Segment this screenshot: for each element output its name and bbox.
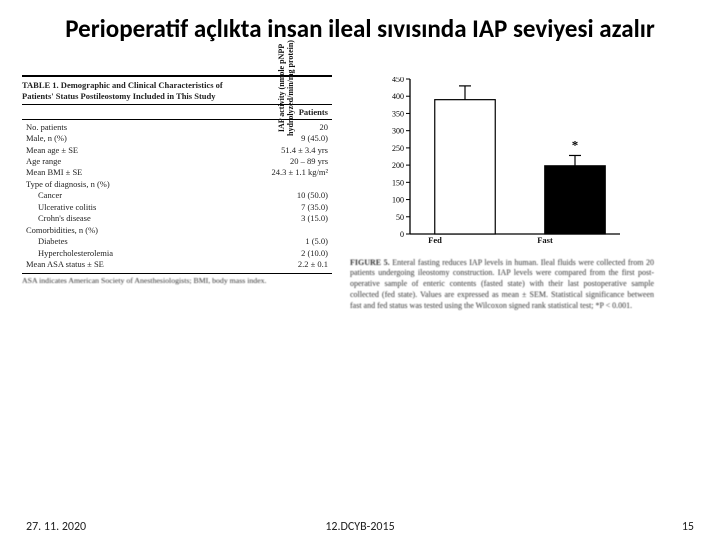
footer-page: 15 (471, 520, 694, 534)
ylabel-l2: hydrolyzed/min/mg protein) (286, 40, 295, 136)
row-label: Crohn's disease (26, 213, 91, 224)
svg-text:300: 300 (392, 126, 404, 135)
svg-text:350: 350 (392, 109, 404, 118)
row-label: Mean BMI ± SE (26, 167, 82, 178)
svg-text:200: 200 (392, 161, 404, 170)
table-row: Comorbidities, n (%) (22, 225, 332, 236)
table-row: Ulcerative colitis 7 (35.0) (22, 202, 332, 213)
row-label: Male, n (%) (26, 133, 67, 144)
row-value: 24.3 ± 1.1 kg/m² (271, 167, 328, 178)
row-label: Cancer (26, 190, 62, 201)
row-value: 20 (320, 122, 329, 133)
table-row: Crohn's disease 3 (15.0) (22, 213, 332, 224)
table-footnote: ASA indicates American Society of Anesth… (22, 274, 332, 287)
row-value: 3 (15.0) (301, 213, 328, 224)
row-label: Comorbidities, n (%) (26, 225, 98, 236)
svg-text:400: 400 (392, 92, 404, 101)
row-value: 1 (5.0) (305, 236, 328, 247)
xlabel-fed: Fed (380, 235, 490, 245)
xlabel-fast: Fast (490, 235, 600, 245)
row-label: Ulcerative colitis (26, 202, 96, 213)
row-label: Hypercholesterolemia (26, 248, 113, 259)
row-value: 20 – 89 yrs (290, 156, 328, 167)
content-area: TABLE 1. Demographic and Clinical Charac… (0, 51, 720, 312)
table-row: Hypercholesterolemia 2 (10.0) (22, 248, 332, 259)
slide-title: Perioperatif açlıkta insan ileal sıvısın… (0, 0, 720, 51)
table-row: Diabetes 1 (5.0) (22, 236, 332, 247)
row-label: Diabetes (26, 236, 68, 247)
row-label: Mean age ± SE (26, 145, 78, 156)
caption-text: Enteral fasting reduces IAP levels in hu… (350, 258, 654, 310)
x-axis-labels: Fed Fast (380, 235, 600, 245)
table-row: Mean ASA status ± SE 2.2 ± 0.1 (22, 259, 332, 270)
svg-text:150: 150 (392, 178, 404, 187)
table-row: Mean BMI ± SE 24.3 ± 1.1 kg/m² (22, 167, 332, 178)
svg-text:450: 450 (392, 77, 404, 84)
chart-svg: 050100150200250300350400450* (380, 77, 620, 247)
table-row: Cancer 10 (50.0) (22, 190, 332, 201)
svg-text:250: 250 (392, 143, 404, 152)
footer-center: 12.DCYB-2015 (249, 520, 472, 534)
svg-text:*: * (572, 137, 579, 152)
svg-text:50: 50 (396, 212, 404, 221)
row-value: 2 (10.0) (301, 248, 328, 259)
table-row: Type of diagnosis, n (%) (22, 179, 332, 190)
row-label: No. patients (26, 122, 67, 133)
row-label: Type of diagnosis, n (%) (26, 179, 110, 190)
table-heading-l2: Patients' Status Postileostomy Included … (22, 91, 216, 101)
row-value: 7 (35.0) (301, 202, 328, 213)
y-axis-label: IAP activity (nmole pNPP hydrolyzed/min/… (278, 13, 296, 163)
row-label: Mean ASA status ± SE (26, 259, 104, 270)
footer: 27. 11. 2020 12.DCYB-2015 15 (0, 520, 720, 534)
row-label: Age range (26, 156, 61, 167)
row-value: 10 (50.0) (297, 190, 328, 201)
footer-date: 27. 11. 2020 (26, 520, 249, 534)
bar-chart: IAP activity (nmole pNPP hydrolyzed/min/… (348, 75, 648, 250)
row-value: 9 (45.0) (301, 133, 328, 144)
row-value: 2.2 ± 0.1 (298, 259, 328, 270)
ylabel-l1: IAP activity (nmole pNPP (277, 43, 286, 131)
figure-panel: IAP activity (nmole pNPP hydrolyzed/min/… (348, 75, 658, 312)
caption-lead: FIGURE 5. (350, 258, 390, 267)
svg-text:100: 100 (392, 195, 404, 204)
figure-caption: FIGURE 5. Enteral fasting reduces IAP le… (348, 250, 658, 312)
table-heading-l1: TABLE 1. Demographic and Clinical Charac… (22, 80, 223, 90)
